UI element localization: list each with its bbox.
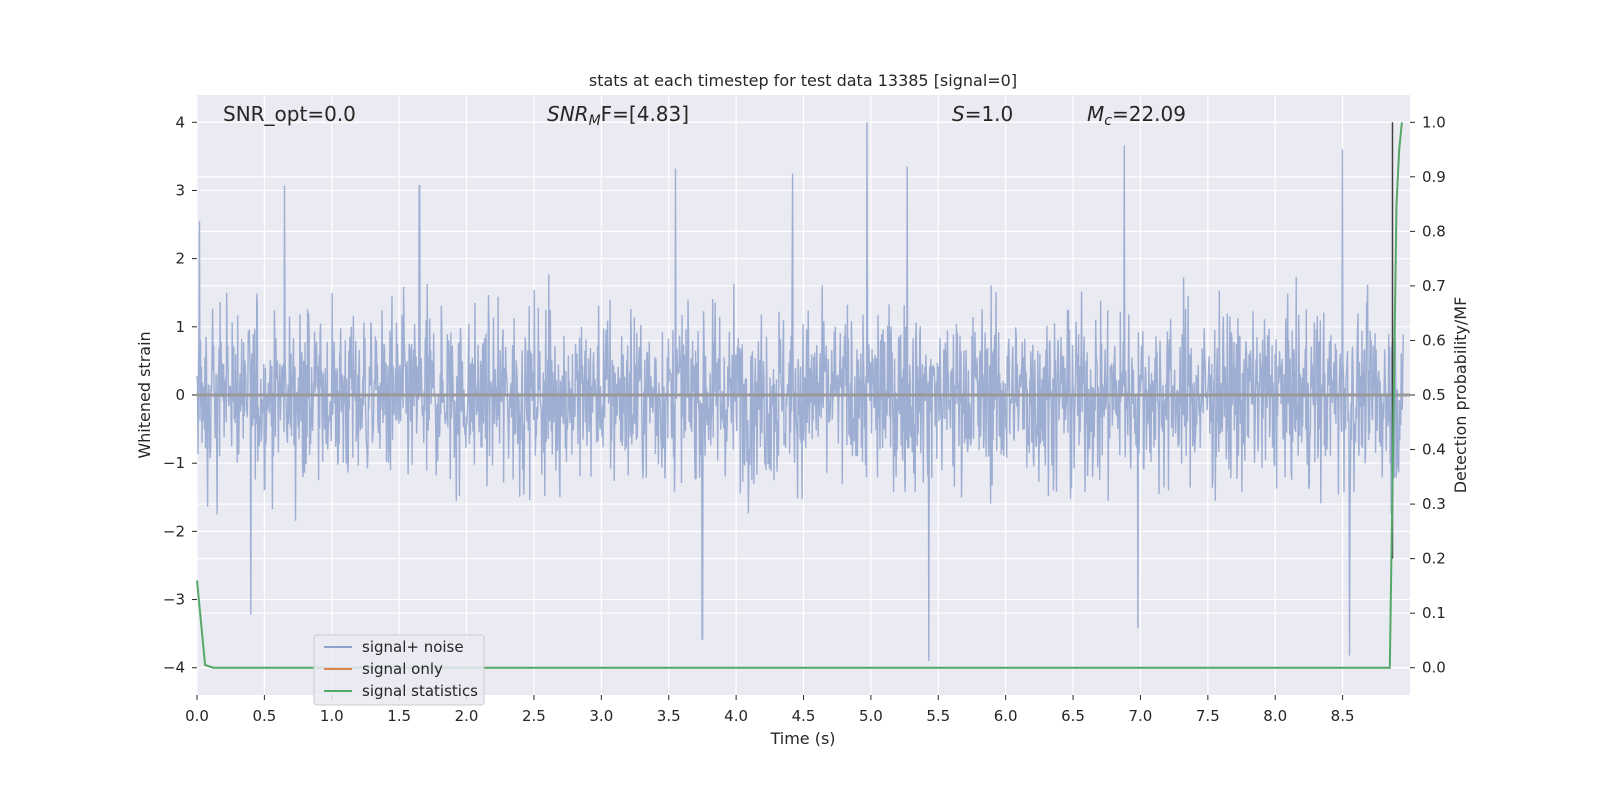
y-right-tick-label: 0.6 bbox=[1422, 331, 1446, 349]
y-tick-label: 2 bbox=[175, 250, 185, 268]
y-right-tick-label: 0.1 bbox=[1422, 604, 1446, 622]
y-tick-label: −4 bbox=[163, 659, 185, 677]
annotation-s-value: =1.0 bbox=[965, 102, 1014, 126]
x-tick-label: 2.5 bbox=[522, 707, 546, 725]
annotation-snr-mf-value: F=[4.83] bbox=[601, 102, 689, 126]
legend-label-signal-only: signal only bbox=[362, 660, 443, 678]
line-series bbox=[196, 122, 1410, 669]
y-right-tick-label: 0.4 bbox=[1422, 441, 1446, 459]
y-right-tick-label: 0.8 bbox=[1422, 222, 1446, 240]
annotation-mc: Mc=22.09 bbox=[1087, 102, 1186, 129]
y-right-tick-label: 0.7 bbox=[1422, 277, 1446, 295]
x-tick-label: 1.5 bbox=[387, 707, 411, 725]
x-tick-label: 2.0 bbox=[455, 707, 479, 725]
signal-noise-series bbox=[196, 122, 1404, 661]
legend: signal+ noise signal only signal statist… bbox=[313, 634, 485, 706]
x-tick-label: 7.0 bbox=[1129, 707, 1153, 725]
y-tick-label: 4 bbox=[175, 113, 185, 131]
x-tick-label: 8.5 bbox=[1331, 707, 1355, 725]
x-tick-label: 3.0 bbox=[589, 707, 613, 725]
x-tick-label: 6.0 bbox=[994, 707, 1018, 725]
annotation-snr-mf-sub: M bbox=[589, 113, 601, 129]
y-axis-label-right: Detection probability/MF bbox=[1451, 297, 1470, 494]
x-tick-label: 4.0 bbox=[724, 707, 748, 725]
x-tick-label: 3.5 bbox=[657, 707, 681, 725]
y-tick-label: 0 bbox=[175, 386, 185, 404]
x-tick-label: 7.5 bbox=[1196, 707, 1220, 725]
y-tick-label: −2 bbox=[163, 522, 185, 540]
x-tick-label: 0.5 bbox=[252, 707, 276, 725]
y-axis-label-left: Whitened strain bbox=[135, 331, 154, 458]
x-tick-label: 0.0 bbox=[185, 707, 209, 725]
x-axis-label: Time (s) bbox=[769, 729, 835, 748]
y-right-tick-label: 1.0 bbox=[1422, 113, 1446, 131]
signal-noise-line bbox=[196, 122, 1404, 661]
x-tick-label: 8.0 bbox=[1263, 707, 1287, 725]
y-tick-label: 1 bbox=[175, 318, 185, 336]
legend-label-signal-noise: signal+ noise bbox=[362, 638, 464, 656]
axes: 0.0 0.5 1.0 1.5 2.0 2.5 3.0 3.5 4.0 4.5 5.0 5.5 6.0 6… bbox=[163, 113, 1446, 725]
y-tick-label: 3 bbox=[175, 181, 185, 199]
legend-label-signal-statistics: signal statistics bbox=[362, 682, 478, 700]
x-tick-label: 4.5 bbox=[792, 707, 816, 725]
annotation-mc-sub: c bbox=[1104, 113, 1112, 129]
x-tick-label: 5.5 bbox=[926, 707, 950, 725]
y-tick-label: −3 bbox=[163, 591, 185, 609]
y-right-tick-label: 0.9 bbox=[1422, 168, 1446, 186]
annotation-s: S=1.0 bbox=[952, 102, 1013, 126]
y-right-tick-label: 0.0 bbox=[1422, 659, 1446, 677]
legend-box bbox=[313, 634, 485, 706]
annotation-mc-symbol: M bbox=[1087, 102, 1104, 126]
annotation-mc-value: =22.09 bbox=[1112, 102, 1186, 126]
x-tick-label: 5.0 bbox=[859, 707, 883, 725]
x-tick-label: 1.0 bbox=[320, 707, 344, 725]
y-right-tick-label: 0.5 bbox=[1422, 386, 1446, 404]
signal-statistics-line bbox=[196, 122, 1403, 669]
x-tick-label: 6.5 bbox=[1061, 707, 1085, 725]
annotation-snr-mf: SNRMF=[4.83] bbox=[547, 102, 689, 129]
annotation-snr-mf-main: SNR bbox=[547, 102, 589, 126]
annotation-snr-opt: SNR_opt=0.0 bbox=[223, 102, 356, 126]
annotation-s-symbol: S bbox=[952, 102, 965, 126]
y-right-tick-label: 0.3 bbox=[1422, 495, 1446, 513]
y-right-tick-label: 0.2 bbox=[1422, 550, 1446, 568]
y-tick-label: −1 bbox=[163, 454, 185, 472]
chart-title: stats at each timestep for test data 133… bbox=[589, 71, 1017, 90]
